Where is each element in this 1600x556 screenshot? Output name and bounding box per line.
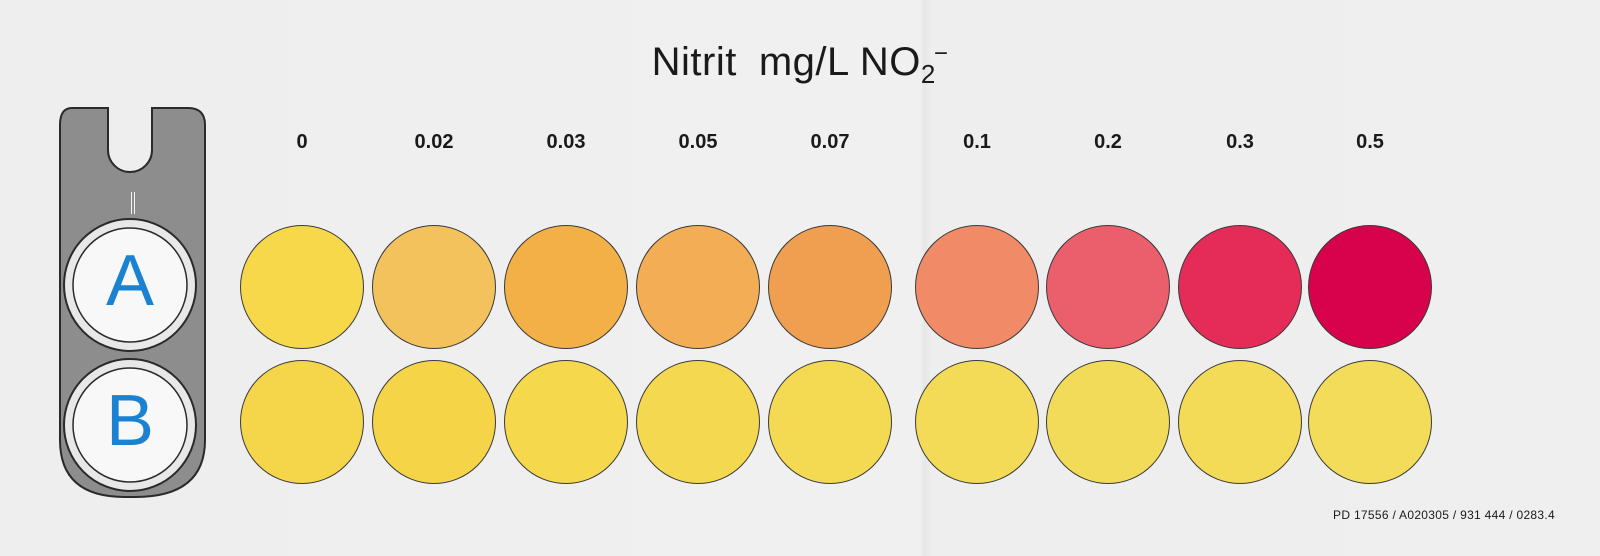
swatch-row-b: [372, 360, 496, 484]
swatch-row-a: [504, 225, 628, 349]
swatch-row-b: [636, 360, 760, 484]
comparator-holder-icon: [59, 107, 206, 498]
swatch-row-b: [1178, 360, 1302, 484]
title-subscript: 2: [920, 59, 936, 89]
concentration-label: 0.3: [1226, 131, 1254, 153]
concentration-label: 0.03: [546, 131, 586, 153]
concentration-label: 0.2: [1094, 131, 1122, 153]
slot-a-label: A: [105, 241, 155, 321]
swatch-row-b: [768, 360, 892, 484]
swatch-row-b: [915, 360, 1039, 484]
chart-title: Nitrit mg/L NO2−: [0, 40, 1600, 90]
swatch-row-a: [1308, 225, 1432, 349]
title-superscript: −: [933, 40, 949, 67]
concentration-label: 0.5: [1356, 131, 1384, 153]
swatch-row-a: [768, 225, 892, 349]
concentration-label: 0.07: [810, 131, 850, 153]
swatch-row-a: [372, 225, 496, 349]
title-analyte: Nitrit: [651, 40, 737, 84]
swatch-row-a: [636, 225, 760, 349]
swatch-row-b: [504, 360, 628, 484]
swatch-row-b: [240, 360, 364, 484]
title-unit: mg/L NO: [758, 40, 921, 84]
swatch-row-a: [240, 225, 364, 349]
slot-b-label: B: [105, 381, 155, 461]
concentration-label: 0.05: [678, 131, 718, 153]
concentration-label: 0.1: [963, 131, 991, 153]
concentration-label: 0: [296, 131, 308, 153]
swatch-row-a: [1178, 225, 1302, 349]
swatch-row-b: [1046, 360, 1170, 484]
swatch-row-a: [1046, 225, 1170, 349]
swatch-row-b: [1308, 360, 1432, 484]
product-code: PD 17556 / A020305 / 931 444 / 0283.4: [1333, 508, 1555, 522]
swatch-row-a: [915, 225, 1039, 349]
concentration-label: 0.02: [414, 131, 454, 153]
